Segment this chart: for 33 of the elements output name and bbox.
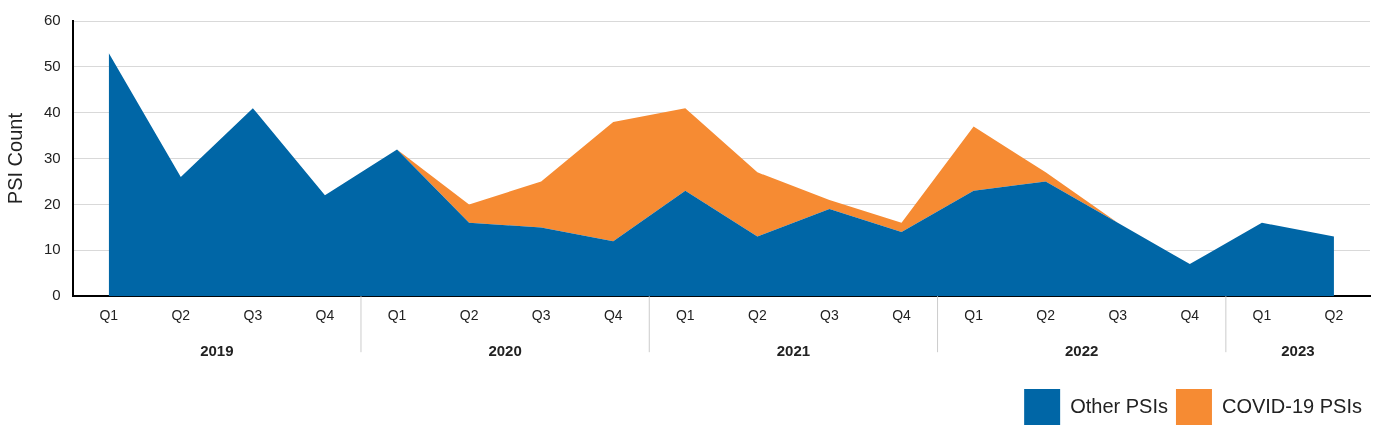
- x-tick-label: Q2: [1036, 307, 1056, 324]
- x-tick-label: Q1: [964, 307, 984, 324]
- x-tick-label: Q1: [675, 307, 695, 324]
- x-tick-label: Q3: [243, 307, 263, 324]
- y-tick-label: 20: [44, 194, 61, 212]
- x-tick-label: Q4: [892, 307, 912, 324]
- x-tick-label: Q3: [1108, 307, 1128, 324]
- x-tick-label: Q3: [531, 307, 551, 324]
- y-tick-label: 0: [52, 286, 61, 304]
- legend-label: COVID-19 PSIs: [1221, 394, 1363, 417]
- text: 2022: [1065, 342, 1099, 360]
- y-tick-label: 10: [44, 240, 61, 258]
- y-tick-label: 40: [44, 102, 61, 120]
- x-tick-label: Q4: [603, 307, 623, 324]
- text: 2019: [200, 342, 234, 360]
- text: 2021: [776, 342, 811, 360]
- x-tick-label: Q4: [1180, 307, 1200, 324]
- y-tick-label: 50: [44, 57, 61, 75]
- x-tick-label: Q1: [1252, 307, 1272, 324]
- x-tick-label: Q2: [1324, 307, 1344, 324]
- y-tick-label: 60: [44, 11, 61, 29]
- x-tick-label: Q2: [748, 307, 767, 324]
- text: 2023: [1281, 342, 1315, 360]
- legend-label: Other PSIs: [1070, 394, 1168, 417]
- text: 2020: [488, 342, 522, 360]
- y-axis-title: PSI Count: [3, 112, 26, 205]
- x-tick-label: Q1: [387, 307, 407, 324]
- x-tick-label: Q4: [315, 307, 335, 324]
- x-tick-label: Q3: [820, 307, 839, 324]
- x-tick-label: Q2: [171, 307, 191, 324]
- x-tick-label: Q2: [459, 307, 479, 324]
- y-tick-label: 30: [44, 148, 61, 166]
- x-tick-label: Q1: [99, 307, 119, 324]
